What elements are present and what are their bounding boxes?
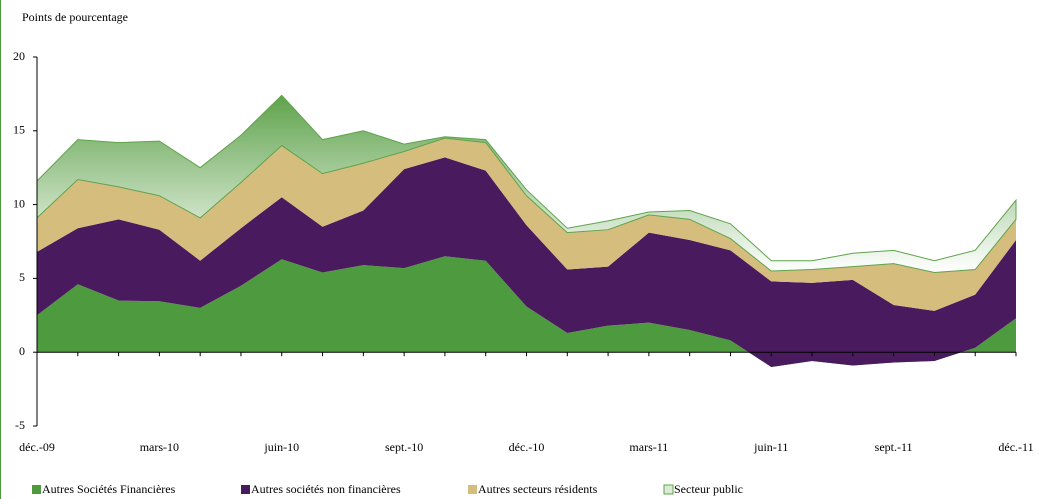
legend-swatch bbox=[663, 484, 674, 495]
x-tick-label: déc.-11 bbox=[998, 440, 1033, 454]
y-tick-label: 15 bbox=[13, 123, 25, 137]
x-tick-label: déc.-09 bbox=[19, 440, 55, 454]
y-tick-label: 0 bbox=[19, 344, 25, 358]
x-tick-label: mars-10 bbox=[140, 440, 179, 454]
legend-label: Autres sociétés non financières bbox=[251, 482, 401, 496]
x-tick-label: sept.-11 bbox=[875, 440, 913, 454]
y-tick-label: 10 bbox=[13, 196, 25, 210]
x-tick-label: juin-11 bbox=[753, 440, 788, 454]
legend-label: Autres secteurs résidents bbox=[478, 482, 598, 496]
area bbox=[37, 138, 1016, 311]
y-tick-label: 5 bbox=[19, 270, 25, 284]
area bbox=[37, 157, 1016, 367]
y-tick-label: 20 bbox=[13, 49, 25, 63]
x-tick-label: sept.-10 bbox=[385, 440, 423, 454]
x-tick-label: mars-11 bbox=[629, 440, 668, 454]
y-tick-label: -5 bbox=[15, 418, 25, 432]
legend-label: Secteur public bbox=[674, 482, 743, 496]
x-tick-label: juin-10 bbox=[263, 440, 299, 454]
area bbox=[37, 256, 1016, 367]
x-tick-label: déc.-10 bbox=[509, 440, 545, 454]
legend-swatch bbox=[241, 485, 250, 494]
y-axis-label: Points de pourcentage bbox=[22, 10, 128, 24]
legend-label: Autres Sociétés Financières bbox=[42, 482, 176, 496]
area bbox=[36, 94, 1017, 273]
legend-swatch bbox=[32, 485, 41, 494]
legend-swatch bbox=[468, 485, 477, 494]
